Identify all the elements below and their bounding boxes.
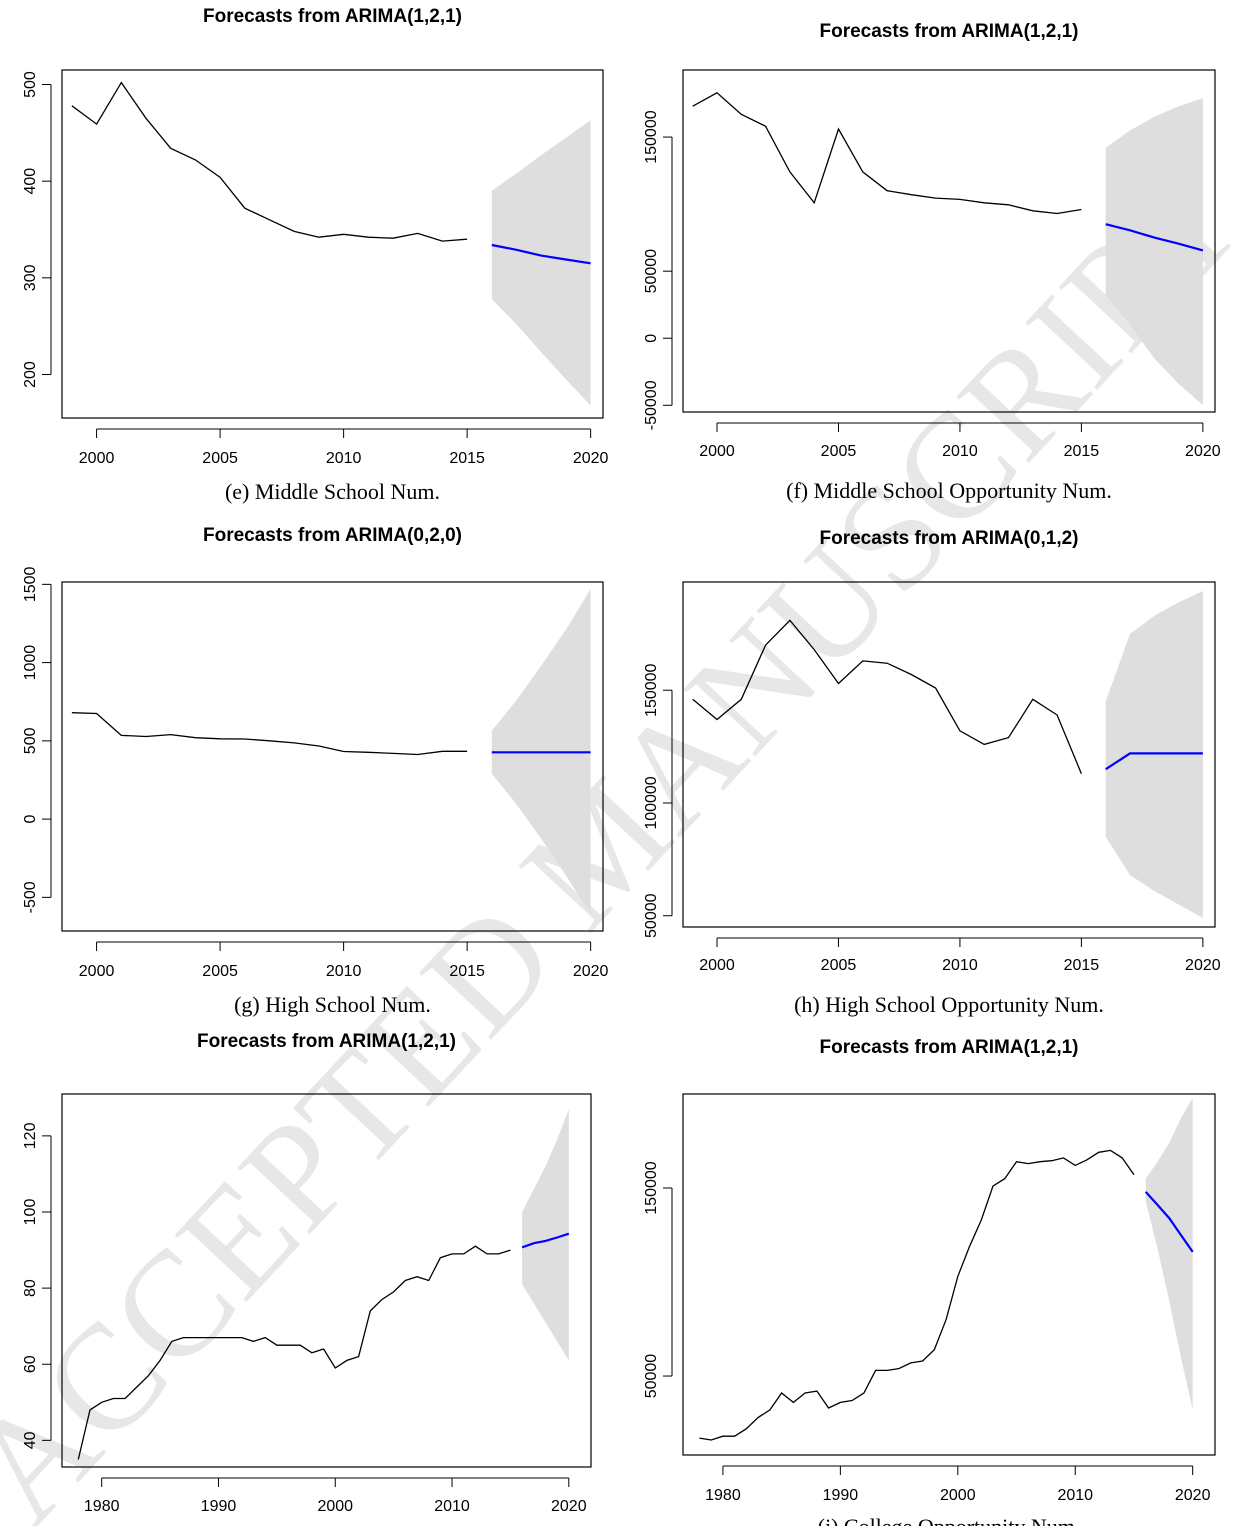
y-tick-label: 1500 [22,566,39,602]
x-tick-label: 2010 [1057,1487,1093,1504]
forecast-series-line [1105,223,1204,252]
x-tick-label: 2000 [699,957,735,974]
y-tick-label: 60 [22,1355,39,1373]
x-tick-label: 1980 [705,1487,741,1504]
plot-frame [61,1093,592,1468]
prediction-interval [1105,98,1203,406]
chart-j: Forecasts from ARIMA(1,2,1) 1980 1990 2000 2… [643,1037,1216,1526]
chart-g: Forecasts from ARIMA(0,2,0) 2000 2005 2010 2… [22,525,609,1017]
chart-f: Forecasts from ARIMA(1,2,1) 2000 2005 2010 2… [643,21,1221,503]
x-tick-label: 2005 [202,963,238,980]
plot-frame [682,69,1216,413]
observed-series-line [77,1245,511,1460]
x-tick-label: 2010 [942,443,978,460]
x-tick-label: 2010 [434,1498,470,1515]
x-tick-label: 2005 [821,957,857,974]
x-tick-label: 1990 [201,1498,237,1515]
x-tick-label: 2015 [449,450,485,467]
chart-caption: (e) Middle School Num. [225,479,440,504]
y-tick-label: -500 [22,881,39,913]
chart-title: Forecasts from ARIMA(1,2,1) [819,21,1078,42]
chart-caption: (i) College Num. [252,1524,402,1526]
x-tick-label: 2015 [1064,957,1100,974]
x-tick-label: 2000 [699,443,735,460]
x-tick-label: 1980 [84,1498,120,1515]
y-tick-label: 0 [643,334,660,343]
y-tick-label: 500 [22,727,39,754]
y-tick-label: 0 [22,815,39,824]
y-tick-label: 300 [22,264,39,291]
plot-frame [682,581,1216,928]
y-tick-label: 150000 [643,663,660,716]
chart-title: Forecasts from ARIMA(1,2,1) [197,1031,456,1052]
x-tick-label: 2010 [326,963,362,980]
x-tick-label: 2020 [573,963,609,980]
y-tick-label: 200 [22,361,39,388]
x-tick-label: 2015 [449,963,485,980]
chart-title: Forecasts from ARIMA(1,2,1) [203,6,462,27]
y-tick-label: 120 [22,1122,39,1149]
x-tick-label: 2000 [317,1498,353,1515]
chart-title: Forecasts from ARIMA(0,2,0) [203,525,462,546]
x-tick-label: 2020 [1185,957,1221,974]
x-tick-label: 2020 [1185,443,1221,460]
x-tick-label: 1990 [823,1487,859,1504]
prediction-interval [522,1109,569,1361]
chart-panels: Forecasts from ARIMA(1,2,1)2000 2005 2010 2… [22,6,1221,1526]
y-tick-label: 1000 [22,645,39,681]
chart-e: Forecasts from ARIMA(1,2,1) 2000 2005 2010 2… [22,6,609,504]
watermark: ACCEPTED MANUSCRIPT [0,139,1235,1526]
y-tick-label: 100 [22,1199,39,1226]
x-tick-label: 2000 [79,963,115,980]
chart-title: Forecasts from ARIMA(0,1,2) [819,528,1078,549]
y-tick-label: 100000 [643,776,660,829]
prediction-interval [1145,1097,1193,1410]
plot-frame [61,69,604,419]
observed-series-line [71,81,468,242]
x-tick-label: 2005 [202,450,238,467]
chart-caption: (j) College Opportunity Num. [818,1514,1081,1526]
chart-i: Forecasts from ARIMA(1,2,1) 1980 1990 2000 2… [22,1031,592,1526]
observed-series-line [71,712,468,756]
x-tick-label: 2015 [1064,443,1100,460]
chart-caption: (h) High School Opportunity Num. [794,992,1104,1017]
y-tick-label: -50000 [643,380,660,430]
chart-caption: (g) High School Num. [234,992,431,1017]
x-tick-label: 2010 [942,957,978,974]
observed-series-line [699,1149,1135,1441]
forecast-series-line [521,1232,570,1249]
y-tick-label: 40 [22,1431,39,1449]
chart-caption: (f) Middle School Opportunity Num. [786,478,1112,503]
x-tick-label: 2020 [1175,1487,1211,1504]
y-tick-label: 50000 [643,1354,660,1399]
y-tick-label: 50000 [643,249,660,294]
chart-h: Forecasts from ARIMA(0,1,2) 2000 2005 2010 2… [643,528,1221,1017]
x-tick-label: 2020 [573,450,609,467]
prediction-interval [491,120,591,406]
plot-frame [61,581,604,932]
x-tick-label: 2005 [821,443,857,460]
y-tick-label: 500 [22,71,39,98]
x-tick-label: 2000 [79,450,115,467]
x-tick-label: 2020 [551,1498,587,1515]
plot-frame [682,1093,1216,1456]
x-tick-label: 2000 [940,1487,976,1504]
y-tick-label: 150000 [643,110,660,163]
x-tick-label: 2010 [326,450,362,467]
observed-series-line [692,619,1083,774]
y-tick-label: 50000 [643,893,660,938]
forecast-series-line [1144,1191,1194,1253]
y-tick-label: 150000 [643,1161,660,1214]
chart-title: Forecasts from ARIMA(1,2,1) [819,1037,1078,1058]
observed-series-line [692,92,1082,215]
y-tick-label: 80 [22,1279,39,1297]
forecast-series-line [1105,752,1203,771]
y-tick-label: 400 [22,168,39,195]
forecast-series-line [491,243,591,265]
